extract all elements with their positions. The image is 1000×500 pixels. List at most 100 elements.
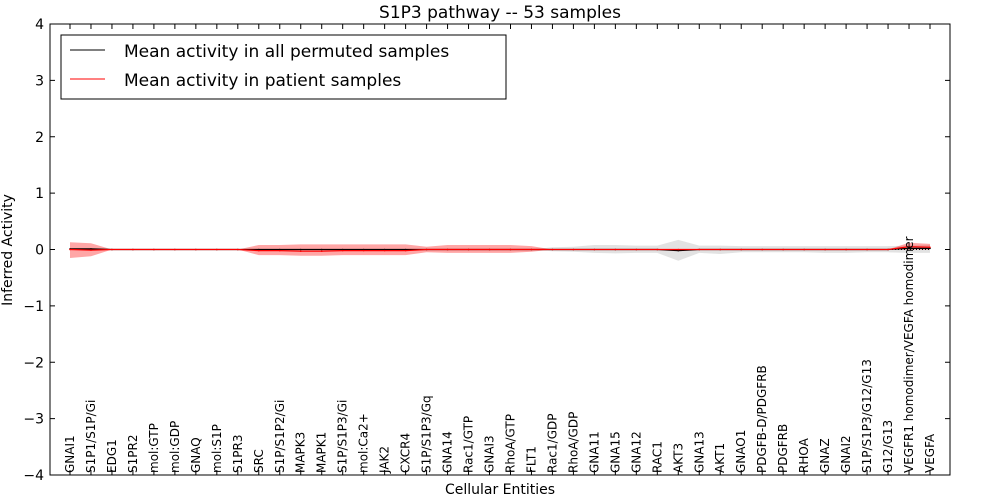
data-point bbox=[908, 245, 910, 248]
x-category-label: EDG1 bbox=[105, 439, 119, 473]
data-point bbox=[929, 247, 931, 250]
data-point bbox=[908, 247, 910, 250]
data-point bbox=[299, 250, 302, 252]
x-category-label: GNAQ bbox=[189, 437, 203, 473]
data-point bbox=[572, 248, 575, 251]
y-axis-label: Inferred Activity bbox=[0, 194, 16, 306]
x-category-label: GNAI3 bbox=[483, 435, 497, 473]
x-category-label: G12/G13 bbox=[881, 420, 895, 473]
x-category-label: mol:GTP bbox=[147, 423, 161, 473]
x-category-label: GNA14 bbox=[441, 431, 455, 473]
x-category-label: Rac1/GDP bbox=[545, 414, 559, 473]
y-tick-label: 0 bbox=[35, 243, 44, 259]
y-axis: −4 −3 −2 −1 0 1 2 3 4 bbox=[23, 17, 950, 484]
data-point bbox=[509, 248, 512, 251]
data-point bbox=[362, 249, 365, 252]
series-lines bbox=[69, 245, 931, 252]
x-category-label: MAPK1 bbox=[315, 432, 329, 473]
data-point bbox=[320, 250, 323, 252]
data-point bbox=[446, 248, 449, 251]
data-point bbox=[69, 248, 71, 251]
data-point bbox=[111, 248, 113, 251]
line-patient bbox=[69, 246, 931, 252]
x-category-label: S1PR2 bbox=[126, 435, 140, 473]
x-category-label: RAC1 bbox=[650, 441, 664, 473]
data-point bbox=[677, 249, 680, 252]
x-category-label: GNA15 bbox=[608, 431, 622, 473]
x-category-label: SRC bbox=[252, 449, 266, 473]
data-point bbox=[761, 248, 763, 251]
x-category-label: RHOA bbox=[797, 437, 811, 473]
x-category-label: S1PR3 bbox=[231, 435, 245, 473]
band-permuted bbox=[70, 239, 930, 261]
data-point bbox=[677, 248, 680, 251]
data-point bbox=[90, 249, 92, 251]
y-tick-label: 3 bbox=[35, 73, 44, 89]
x-category-label: FLT1 bbox=[524, 446, 538, 473]
legend-box bbox=[60, 34, 507, 100]
data-point bbox=[90, 248, 92, 250]
x-category-label: GNAZ bbox=[818, 438, 832, 473]
y-tick-label: −4 bbox=[23, 468, 44, 484]
data-point bbox=[530, 248, 533, 251]
data-point bbox=[383, 248, 386, 251]
data-point bbox=[257, 249, 260, 252]
y-tick-label: 2 bbox=[35, 130, 44, 146]
data-point bbox=[488, 248, 491, 251]
x-category-label: GNAI1 bbox=[63, 435, 77, 473]
x-category-label: GNA11 bbox=[587, 431, 601, 473]
x-category-label: CXCR4 bbox=[399, 433, 413, 473]
x-category-label: PDGFRB bbox=[776, 424, 790, 473]
data-point bbox=[929, 246, 931, 249]
data-point bbox=[866, 248, 868, 251]
x-category-label: GNAI2 bbox=[839, 435, 853, 473]
y-tick-label: 4 bbox=[35, 17, 44, 33]
data-point bbox=[656, 248, 659, 251]
y-tick-label: −1 bbox=[23, 299, 44, 315]
data-point bbox=[341, 248, 344, 251]
data-point bbox=[278, 249, 281, 252]
x-category-label: RhoA/GDP bbox=[566, 412, 580, 473]
legend: Mean activity in all permuted samples Me… bbox=[60, 34, 507, 100]
data-point bbox=[404, 249, 407, 252]
data-point bbox=[195, 248, 197, 251]
data-point bbox=[216, 248, 218, 251]
data-point bbox=[887, 248, 889, 251]
x-category-label: JAK2 bbox=[378, 446, 392, 474]
x-category-label: RhoA/GTP bbox=[503, 414, 517, 473]
data-point bbox=[551, 248, 554, 251]
x-axis: GNAI1 S1P1/S1P/Gi EDG1 S1PR2 mol:GTP mol:GDP G… bbox=[63, 24, 937, 475]
data-point bbox=[467, 248, 470, 251]
x-category-label: S1P/S1P3/G12/G13 bbox=[860, 359, 874, 473]
y-tick-label: 1 bbox=[35, 186, 44, 202]
data-point bbox=[845, 248, 847, 251]
x-category-label: S1P/S1P2/Gi bbox=[273, 400, 287, 473]
data-point bbox=[132, 248, 134, 251]
data-point bbox=[299, 248, 302, 251]
x-category-label: GNA12 bbox=[629, 431, 643, 473]
y-tick-label: −3 bbox=[23, 412, 44, 428]
x-category-label: VEGFA bbox=[923, 433, 937, 473]
confidence-bands bbox=[70, 239, 930, 261]
x-category-label: VEGFR1 homodimer/VEGFA homodimer bbox=[902, 236, 916, 473]
x-category-label: S1P1/S1P/Gi bbox=[84, 400, 98, 473]
data-point bbox=[174, 248, 176, 251]
data-point bbox=[237, 248, 239, 251]
x-category-label: S1P/S1P3/Gi bbox=[336, 400, 350, 473]
y-tick-label: −2 bbox=[23, 355, 44, 371]
data-point bbox=[635, 248, 638, 251]
x-category-label: GNAO1 bbox=[734, 430, 748, 473]
data-point bbox=[614, 248, 617, 251]
x-category-label: GNA13 bbox=[692, 431, 706, 473]
data-point bbox=[824, 248, 826, 251]
data-point bbox=[383, 249, 386, 252]
legend-label-permuted: Mean activity in all permuted samples bbox=[124, 42, 449, 62]
data-point bbox=[698, 248, 701, 251]
x-category-label: mol:GDP bbox=[168, 421, 182, 473]
data-point bbox=[257, 248, 260, 251]
legend-label-patient: Mean activity in patient samples bbox=[124, 71, 401, 91]
data-point bbox=[740, 248, 743, 251]
x-category-label: PDGFB-D/PDGFRB bbox=[755, 365, 769, 473]
data-point bbox=[362, 248, 365, 251]
